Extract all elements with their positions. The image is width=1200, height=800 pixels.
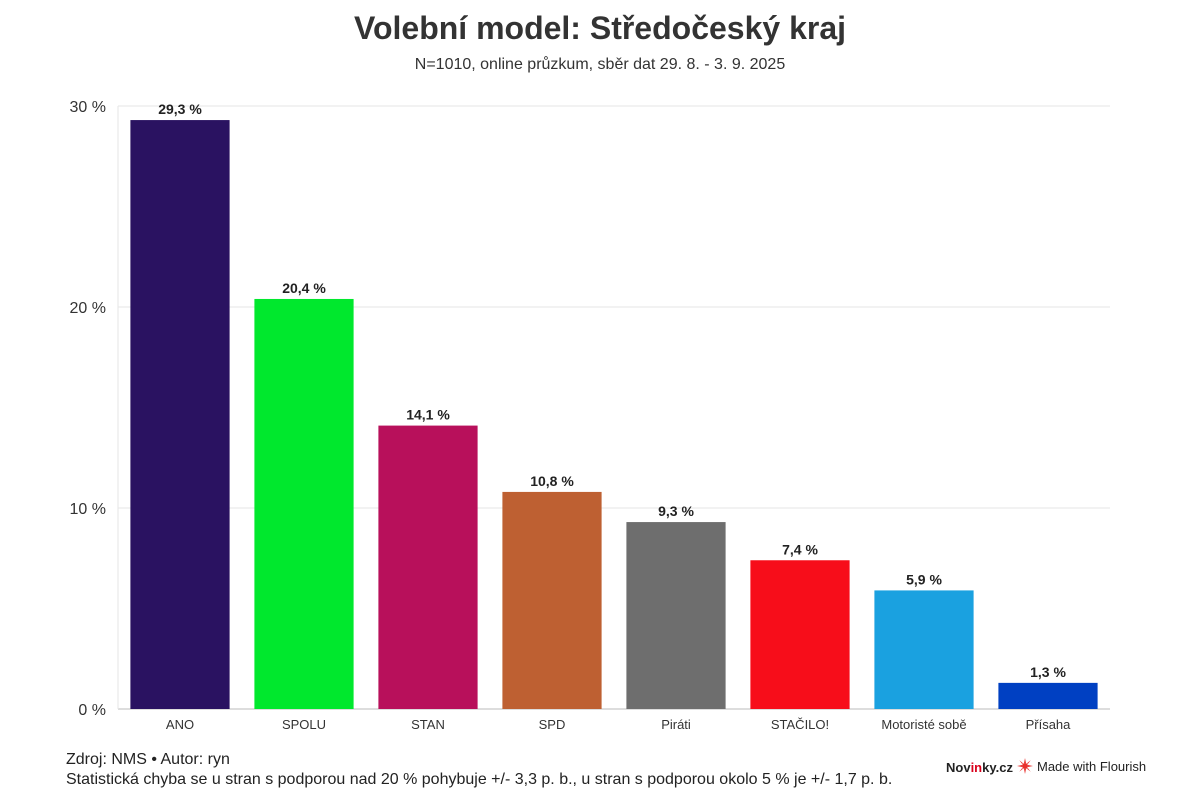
x-tick-label: ANO <box>166 717 194 732</box>
bar <box>502 491 602 709</box>
flourish-icon <box>1017 758 1033 774</box>
footer-note: Statistická chyba se u stran s podporou … <box>66 771 893 788</box>
y-tick-label: 20 % <box>70 300 106 317</box>
bar-value-label: 9,3 % <box>658 503 694 519</box>
novinky-logo-accent: in <box>970 760 983 775</box>
chart-title: Volební model: Středočeský kraj <box>353 10 846 46</box>
bar-value-label: 20,4 % <box>282 280 326 296</box>
x-tick-label: Motoristé sobě <box>881 717 966 732</box>
bar-chart: 0 % 10 % 20 % 30 % 29,3 % ANO 20,4 % SPOLU 14,1 … <box>70 99 1110 732</box>
bar-value-label: 29,3 % <box>158 101 202 117</box>
x-tick-label: SPD <box>539 717 566 732</box>
bar <box>998 682 1098 709</box>
x-tick-label: STAN <box>411 717 445 732</box>
novinky-logo-suffix: ky.cz <box>982 760 1013 775</box>
bar <box>254 298 354 709</box>
bar-value-label: 5,9 % <box>906 571 942 587</box>
bar <box>626 522 726 709</box>
x-tick-label: Piráti <box>661 717 691 732</box>
x-tick-label: STAČILO! <box>771 717 829 732</box>
x-tick-label: SPOLU <box>282 717 326 732</box>
made-with-flourish-link[interactable]: Made with Flourish <box>1017 758 1146 774</box>
y-tick-label: 0 % <box>78 702 106 719</box>
bar-value-label: 10,8 % <box>530 473 574 489</box>
bar <box>874 590 974 709</box>
bar-value-label: 14,1 % <box>406 407 450 423</box>
x-tick-label: Přísaha <box>1026 717 1072 732</box>
novinky-logo-prefix: Nov <box>946 760 971 775</box>
bar-value-label: 1,3 % <box>1030 664 1066 680</box>
bar <box>750 560 850 709</box>
footer-source: Zdroj: NMS • Autor: ryn <box>66 751 230 768</box>
y-tick-label: 10 % <box>70 501 106 518</box>
chart-subtitle: N=1010, online průzkum, sběr dat 29. 8. … <box>414 56 786 73</box>
bar <box>130 120 230 709</box>
novinky-logo[interactable]: Novinky.cz <box>946 760 1013 775</box>
flourish-label: Made with Flourish <box>1037 758 1147 774</box>
bar <box>378 425 478 709</box>
y-tick-label: 30 % <box>70 99 106 116</box>
bar-value-label: 7,4 % <box>782 541 818 557</box>
